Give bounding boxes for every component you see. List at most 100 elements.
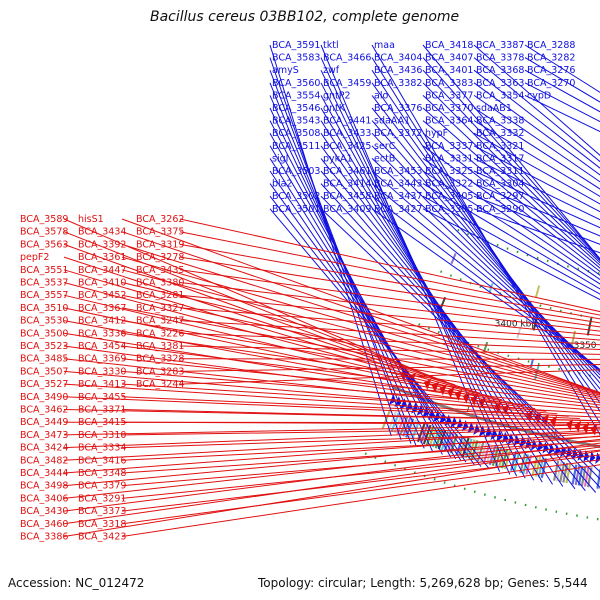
- forward-gene-label: BCA_3425: [323, 141, 371, 152]
- forward-gene-label: BCA_3383: [425, 78, 473, 89]
- reverse-gene-label-leader: [121, 231, 600, 394]
- forward-gene-label: pykA1: [323, 153, 353, 164]
- forward-gene-label: BCA_3297: [476, 191, 524, 202]
- forward-gene-arrow: [490, 428, 497, 441]
- forward-gene-label: BCA_3591: [272, 40, 320, 51]
- forward-gene-label: BCA_3332: [476, 128, 524, 139]
- reverse-gene-label: BCA_3375: [136, 227, 184, 238]
- reverse-gene-label: BCA_3507: [20, 366, 68, 377]
- cog-feature-mark: [455, 435, 464, 456]
- reverse-gene-label: BCA_3500: [20, 328, 68, 339]
- reverse-gene-label-leader: [121, 427, 600, 436]
- reverse-gene-label: BCA_3462: [20, 405, 68, 416]
- forward-gene-label: BCA_3508: [272, 128, 320, 139]
- cog-feature-mark: [500, 448, 509, 469]
- forward-gene-label: BCA_3372: [374, 128, 422, 139]
- reverse-gene-label-leader: [121, 320, 600, 401]
- reverse-gene-label-leader: [121, 431, 600, 449]
- forward-gene-label-leader: [269, 132, 452, 458]
- reverse-gene-label-leader: [121, 459, 600, 525]
- reverse-gene-label: BCA_3348: [78, 468, 126, 479]
- forward-gene-label: BCA_3458: [323, 191, 371, 202]
- reverse-gene-label: BCA_3460: [20, 519, 68, 530]
- map-title: Bacillus cereus 03BB102, complete genome: [150, 9, 460, 25]
- forward-gene-label: BCA_3282: [527, 53, 575, 64]
- reverse-gene-label: BCA_3449: [20, 417, 68, 428]
- reverse-gene-label-leader: [121, 332, 600, 403]
- forward-gene-arrow: [595, 452, 600, 465]
- reverse-gene-label-leader: [121, 269, 600, 395]
- tick-label: 3350 kbp: [574, 341, 600, 351]
- reverse-gene-label-leader: [63, 383, 569, 417]
- forward-gene-label: BCA_3337: [425, 141, 473, 152]
- reverse-gene-label-leader: [63, 435, 600, 487]
- reverse-gene-label-leader: [179, 294, 600, 337]
- forward-gene-label: BCA_3459: [323, 78, 371, 89]
- forward-gene-label-leader: [422, 95, 600, 264]
- forward-strand-gene-labels: BCA_3591BCA_3583amySBCA_3560BCA_3554BCA_…: [269, 40, 600, 493]
- forward-gene-label-leader: [269, 57, 402, 440]
- reverse-gene-label-leader: [179, 369, 600, 385]
- forward-gene-label-leader: [371, 170, 600, 372]
- reverse-gene-label: BCA_3434: [78, 227, 126, 238]
- forward-gene-label: BCA_3443: [374, 179, 422, 190]
- forward-gene-label: BCA_3560: [272, 78, 320, 89]
- forward-gene-label: sdaAB1: [476, 103, 512, 114]
- forward-gene-label-leader: [473, 157, 600, 221]
- reverse-gene-label-leader: [121, 383, 600, 415]
- forward-gene-label: alo: [374, 90, 388, 101]
- reverse-gene-label-leader: [121, 370, 600, 412]
- forward-gene-label-leader: [473, 82, 600, 176]
- reverse-gene-label: BCA_3380: [136, 278, 184, 289]
- forward-gene-label: maa: [374, 40, 395, 51]
- reverse-gene-label-leader: [121, 421, 600, 425]
- reverse-gene-label: BCA_3310: [78, 430, 126, 441]
- forward-gene-label: BCA_3368: [476, 65, 524, 76]
- forward-gene-arrow: [565, 446, 573, 459]
- forward-gene-label: tktl: [323, 40, 339, 51]
- forward-gene-label-leader: [422, 107, 600, 266]
- forward-gene-label-leader: [422, 157, 600, 281]
- forward-gene-label: BCA_3436: [374, 65, 422, 76]
- reverse-gene-label: BCA_3485: [20, 354, 68, 365]
- reverse-gene-label: BCA_3423: [78, 532, 126, 543]
- forward-gene-label: BCA_3325: [425, 166, 473, 177]
- reverse-gene-label: BCA_3373: [78, 506, 126, 517]
- forward-gene-label-leader: [473, 208, 600, 254]
- reverse-gene-label: BCA_3578: [20, 227, 68, 238]
- reverse-gene-label: BCA_3244: [136, 379, 184, 390]
- reverse-gene-label: BCA_3527: [20, 379, 68, 390]
- reverse-gene-label-leader: [63, 432, 600, 474]
- reverse-gene-label-leader: [179, 243, 600, 320]
- forward-gene-label: cypD: [527, 90, 551, 101]
- forward-gene-label: BCA_3376: [374, 103, 422, 114]
- forward-gene-label: BCA_3364: [425, 116, 473, 127]
- forward-gene-label-leader: [371, 195, 600, 371]
- reverse-gene-label: BCA_3328: [136, 354, 184, 365]
- reverse-gene-label: BCA_3435: [136, 265, 184, 276]
- forward-gene-label: BCA_3511: [272, 141, 320, 152]
- reverse-gene-label-leader: [121, 444, 600, 487]
- forward-gene-arrow: [461, 420, 469, 432]
- reverse-gene-label: BCA_3262: [136, 214, 184, 225]
- reverse-gene-label-leader: [179, 269, 600, 328]
- forward-gene-label: zwf: [323, 65, 340, 76]
- forward-gene-arrow: [439, 412, 446, 424]
- forward-gene-label: BCA_3404: [374, 53, 422, 64]
- reverse-gene-label-leader: [121, 409, 600, 422]
- reverse-gene-label: BCA_3589: [20, 214, 68, 225]
- reverse-gene-label-leader: [63, 370, 558, 415]
- forward-gene-label-leader: [320, 183, 600, 489]
- reverse-gene-label-leader: [179, 231, 600, 316]
- reverse-gene-label: BCA_3392: [78, 239, 126, 250]
- reverse-gene-label-leader: [179, 256, 600, 324]
- forward-gene-label: BCA_3382: [374, 78, 422, 89]
- forward-gene-label-leader: [473, 183, 600, 237]
- forward-gene-label-leader: [422, 120, 600, 269]
- forward-gene-label: BCA_3317: [476, 153, 524, 164]
- reverse-gene-label-leader: [121, 464, 600, 537]
- reverse-gene-label-leader: [63, 426, 600, 449]
- forward-gene-label: BCA_3405: [425, 191, 473, 202]
- reverse-gene-label: BCA_3413: [78, 379, 126, 390]
- forward-gene-label-leader: [473, 195, 600, 245]
